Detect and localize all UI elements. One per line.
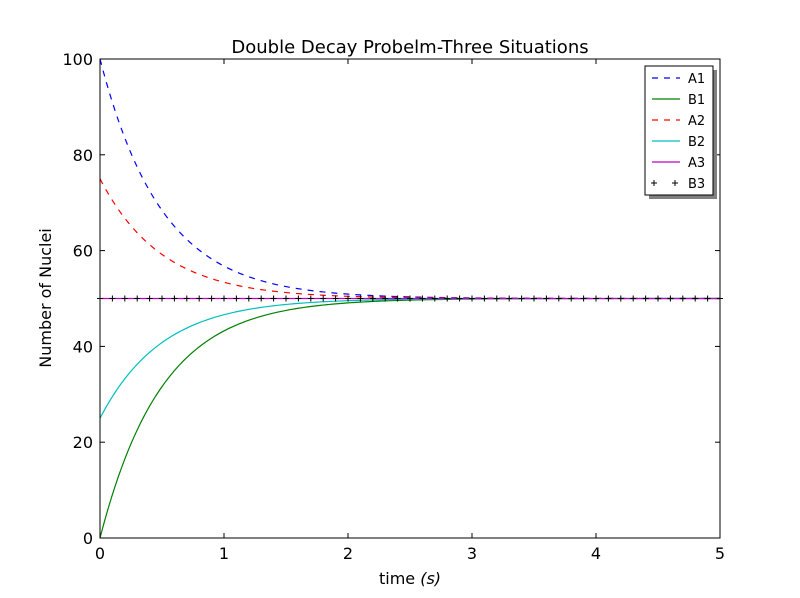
y-tick-label: 100 bbox=[62, 50, 93, 69]
series-marker bbox=[444, 295, 451, 302]
y-axis: 0 20 40 60 80 100 bbox=[62, 50, 720, 548]
series-line bbox=[99, 178, 720, 300]
legend-label: B1 bbox=[688, 93, 705, 108]
y-axis-label: Number of Nuclei bbox=[36, 228, 55, 368]
legend-marker bbox=[651, 180, 657, 186]
series-marker bbox=[332, 295, 339, 302]
series-marker bbox=[456, 295, 463, 302]
series-marker bbox=[419, 295, 426, 302]
series-marker bbox=[555, 295, 562, 302]
series-marker bbox=[221, 295, 227, 302]
series-marker bbox=[208, 295, 215, 302]
series-marker bbox=[642, 295, 649, 302]
series-marker bbox=[357, 295, 364, 302]
series-marker bbox=[320, 295, 327, 302]
series-marker bbox=[183, 295, 190, 302]
y-tick-label: 40 bbox=[73, 337, 93, 356]
y-tick-label: 60 bbox=[73, 242, 93, 261]
series-marker bbox=[196, 295, 203, 302]
legend-item-b1: B1 bbox=[652, 93, 705, 108]
series-marker bbox=[307, 295, 314, 302]
chart-title: Double Decay Probelm-Three Situations bbox=[231, 37, 588, 58]
series-marker bbox=[295, 295, 302, 302]
legend-label: B2 bbox=[688, 135, 705, 150]
series-marker bbox=[655, 295, 661, 302]
x-axis: 0 1 2 3 4 5 bbox=[95, 59, 725, 563]
series-marker bbox=[605, 295, 612, 302]
legend-marker bbox=[672, 180, 678, 186]
series-marker bbox=[283, 295, 289, 302]
legend-label: A2 bbox=[688, 114, 705, 129]
series-marker bbox=[233, 295, 240, 302]
series-marker bbox=[407, 295, 413, 302]
series-marker bbox=[481, 295, 488, 302]
series-layer bbox=[97, 58, 723, 539]
x-tick-label: 2 bbox=[343, 544, 353, 563]
series-marker bbox=[270, 295, 277, 302]
series-marker bbox=[369, 295, 376, 302]
x-axis-label-text: time bbox=[379, 569, 420, 588]
series-marker bbox=[345, 295, 351, 302]
legend: A1 B1 A2 B2 A3 B3 bbox=[644, 65, 717, 199]
series-marker bbox=[394, 295, 401, 302]
series-marker bbox=[667, 295, 674, 302]
series-marker bbox=[121, 295, 128, 302]
series-marker bbox=[617, 295, 624, 302]
series-marker bbox=[159, 295, 165, 302]
series-marker bbox=[630, 295, 637, 302]
x-axis-label: time (s) bbox=[379, 569, 441, 588]
series-marker bbox=[171, 295, 178, 302]
legend-item-a3: A3 bbox=[652, 156, 705, 171]
series-marker bbox=[506, 295, 513, 302]
series-marker bbox=[580, 295, 587, 302]
legend-label: A1 bbox=[688, 72, 705, 87]
series-marker bbox=[258, 295, 265, 302]
x-tick-label: 1 bbox=[219, 544, 229, 563]
series-marker bbox=[531, 295, 537, 302]
legend-item-a2: A2 bbox=[652, 114, 705, 129]
legend-item-b2: B2 bbox=[652, 135, 705, 150]
series-marker bbox=[593, 295, 599, 302]
series-marker bbox=[109, 295, 116, 302]
series-marker bbox=[704, 295, 711, 302]
series-marker bbox=[382, 295, 389, 302]
series-marker bbox=[518, 295, 525, 302]
legend-label: B3 bbox=[688, 177, 705, 192]
x-tick-label: 4 bbox=[591, 544, 601, 563]
plot-frame bbox=[99, 58, 721, 539]
y-tick-label: 20 bbox=[73, 433, 93, 452]
series-b3 bbox=[97, 295, 723, 302]
series-marker bbox=[679, 295, 686, 302]
x-tick-label: 0 bbox=[95, 544, 105, 563]
series-marker bbox=[568, 295, 575, 302]
legend-box bbox=[644, 65, 714, 196]
series-marker bbox=[245, 295, 252, 302]
legend-item-a1: A1 bbox=[652, 72, 705, 87]
legend-label: A3 bbox=[688, 156, 705, 171]
series-marker bbox=[692, 295, 699, 302]
series-marker bbox=[543, 295, 550, 302]
series-marker bbox=[493, 295, 500, 302]
x-tick-label: 3 bbox=[467, 544, 477, 563]
series-marker bbox=[134, 295, 141, 302]
x-tick-label: 5 bbox=[715, 544, 725, 563]
x-axis-label-math: (s) bbox=[420, 569, 441, 588]
legend-item-b3: B3 bbox=[651, 177, 705, 192]
series-marker bbox=[146, 295, 153, 302]
y-tick-label: 80 bbox=[73, 146, 93, 165]
series-marker bbox=[431, 295, 438, 302]
series-a2 bbox=[99, 178, 720, 300]
y-tick-label: 0 bbox=[83, 529, 93, 548]
series-marker bbox=[469, 295, 475, 302]
